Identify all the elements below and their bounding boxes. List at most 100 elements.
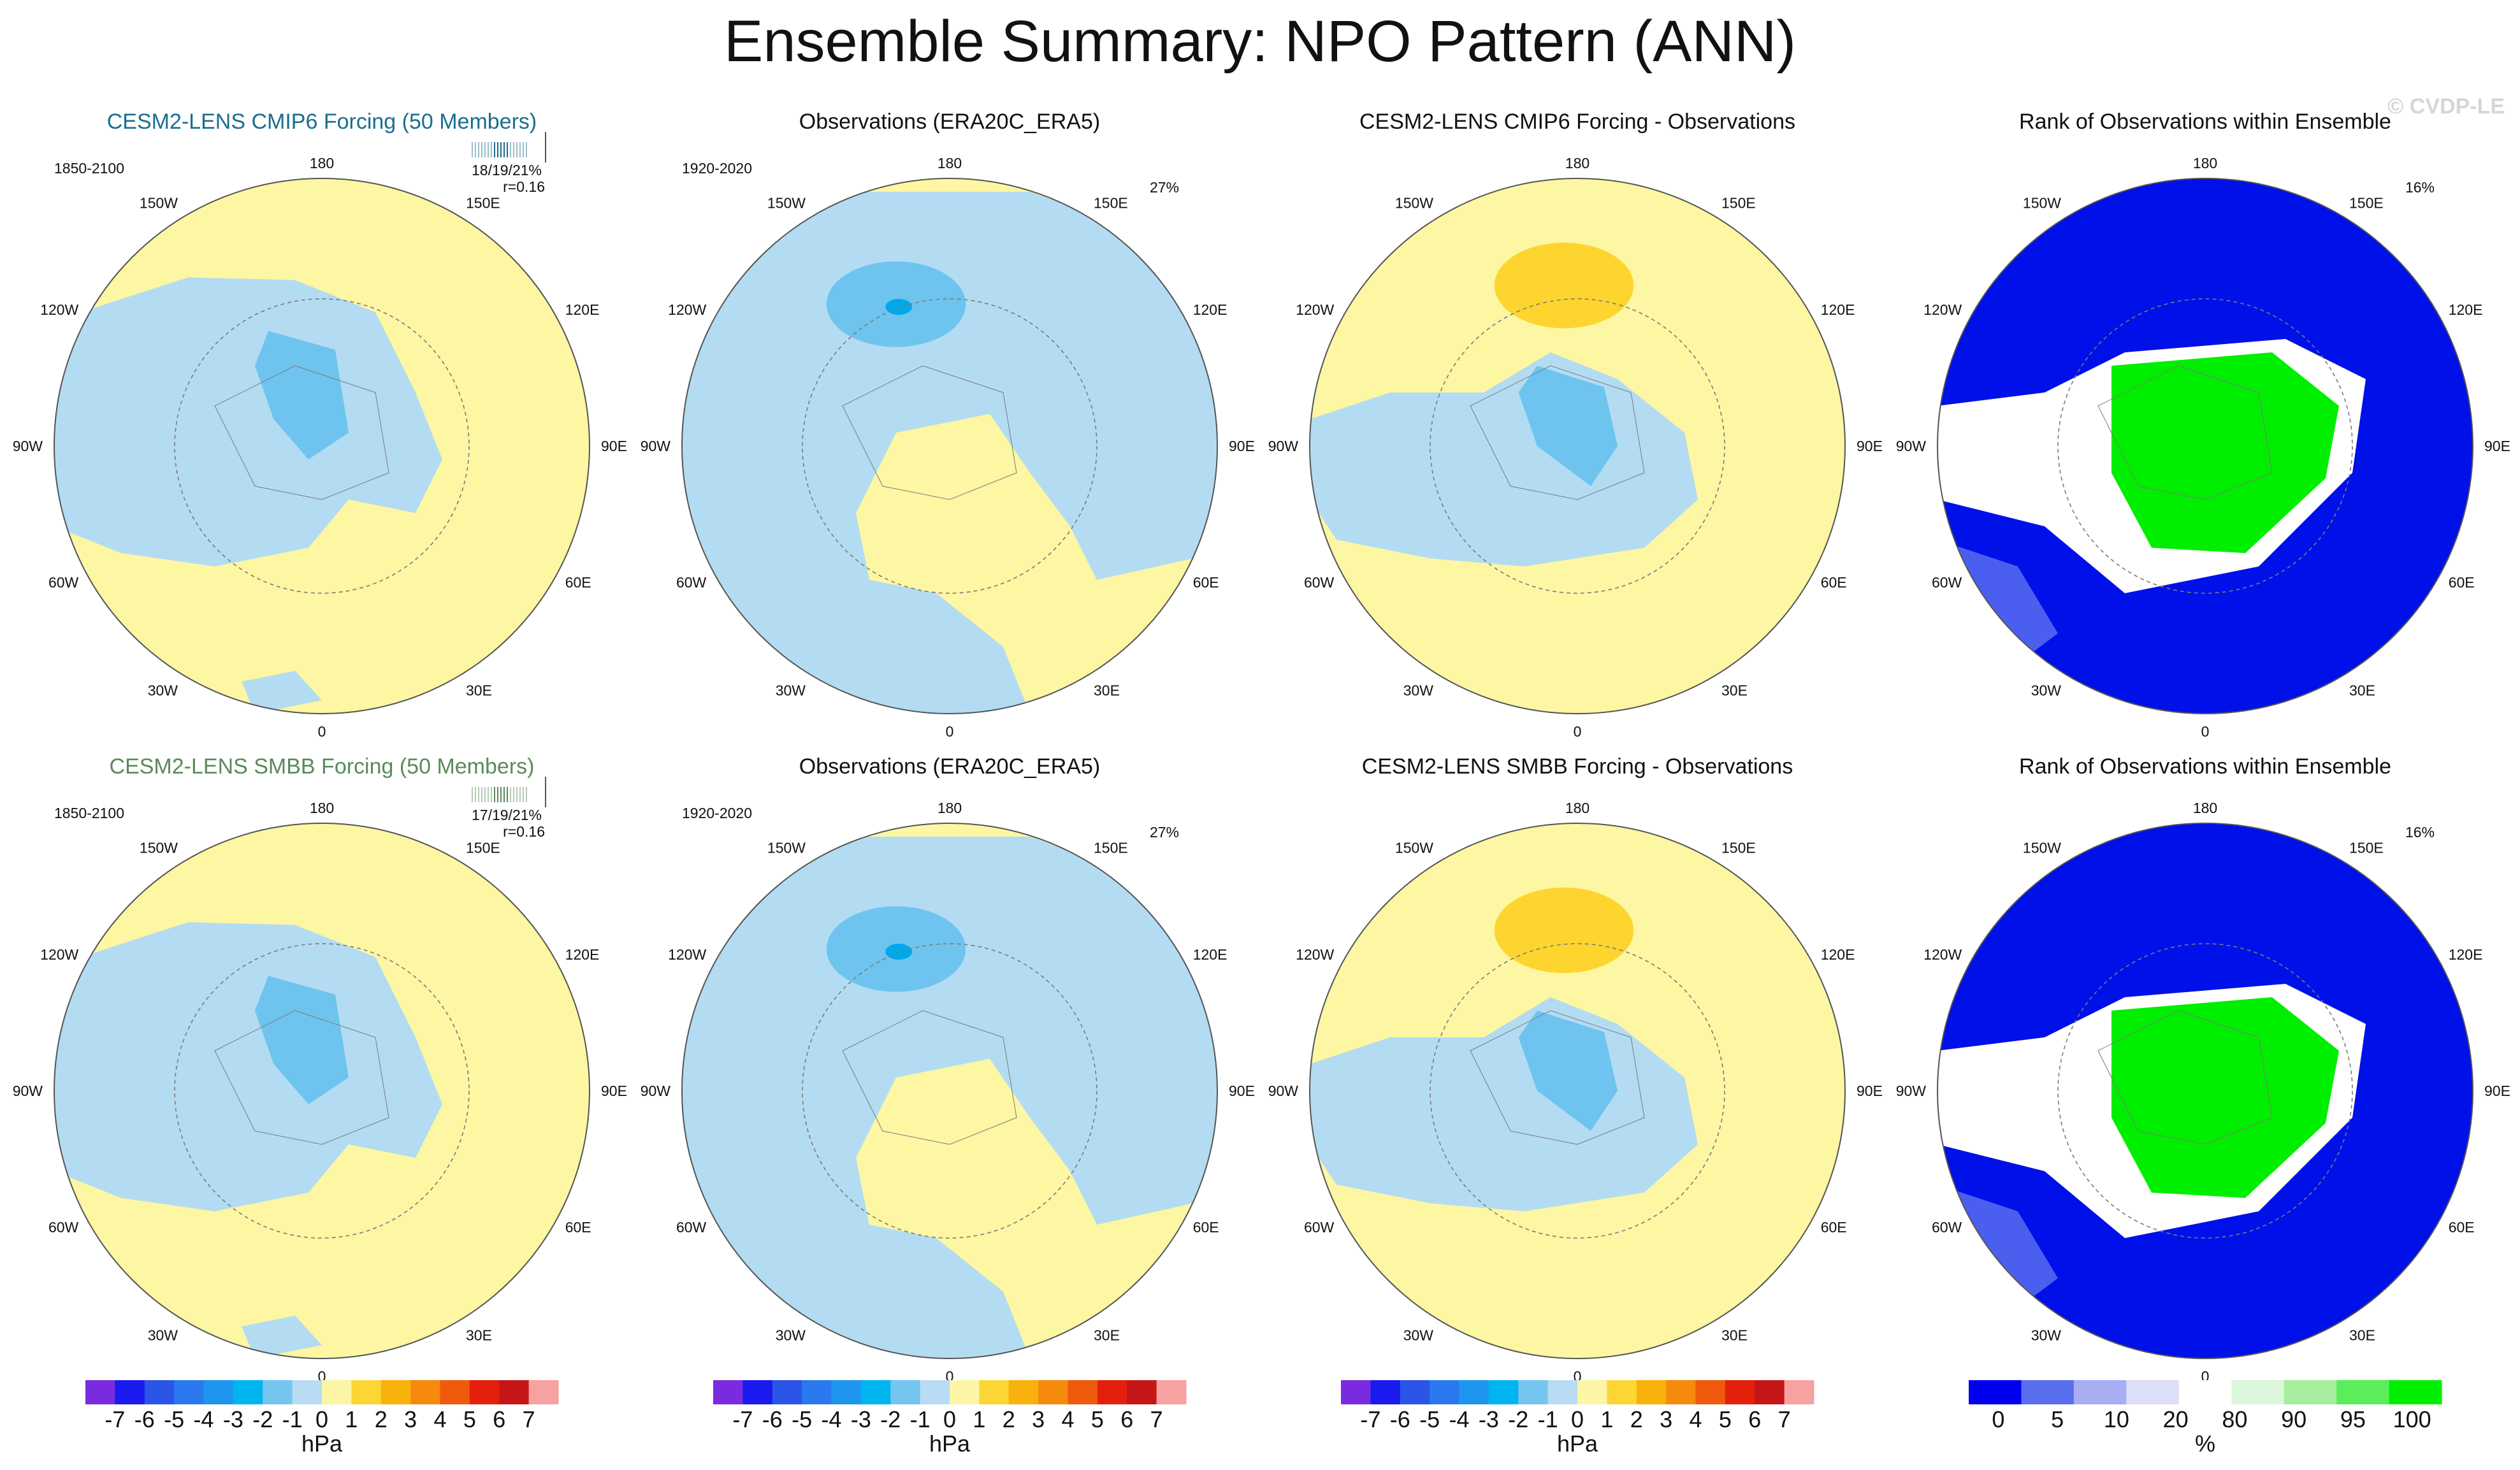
obs-marker <box>545 132 546 162</box>
colorbar-tick-label: 5 <box>1091 1406 1104 1432</box>
member-tick <box>491 787 492 802</box>
map-border <box>54 823 590 1359</box>
negative-anomaly-region <box>54 277 442 566</box>
longitude-label: 120E <box>1821 946 1855 963</box>
longitude-label: 90W <box>13 438 43 454</box>
map-field <box>1310 823 1845 1358</box>
colorbar-tick-label: 1 <box>345 1406 358 1432</box>
longitude-label: 90W <box>13 1083 43 1099</box>
map-border <box>681 823 1218 1359</box>
colorbar-swatch <box>1400 1380 1430 1404</box>
member-tick <box>488 142 489 157</box>
longitude-label: 90E <box>601 438 627 454</box>
longitude-label: 150E <box>1094 194 1128 211</box>
longitude-label: 60W <box>48 1219 79 1236</box>
colorbar-tick-label: -5 <box>1419 1406 1440 1432</box>
colorbar-swatch <box>1488 1380 1519 1404</box>
colorbar-1: -7 -6 -5 -4 -3 -2 -1 0 1 2 3 4 5 6 7 hPa <box>85 1380 559 1457</box>
colorbar-tick-label: -7 <box>105 1406 125 1432</box>
graticule <box>174 943 470 1239</box>
colorbar-swatch <box>2284 1380 2337 1404</box>
member-tick <box>497 787 498 802</box>
colorbar-tick-label: 6 <box>1120 1406 1133 1432</box>
map-field <box>54 823 590 1358</box>
longitude-label: 150E <box>466 839 500 856</box>
coastline <box>2097 1010 2273 1145</box>
longitude-label: 150W <box>1395 194 1433 211</box>
longitude-label: 150W <box>2023 839 2061 856</box>
panel-title: Rank of Observations within Ensemble <box>2019 754 2391 779</box>
colorbar-tick-label: -6 <box>762 1406 783 1432</box>
colorbar-swatch <box>1666 1380 1696 1404</box>
map-border <box>1309 823 1846 1359</box>
strong-negative-anomaly <box>255 976 349 1104</box>
colorbar-tick-label: -3 <box>223 1406 243 1432</box>
longitude-label: 90W <box>641 438 671 454</box>
colorbar-tick-label: 0 <box>1571 1406 1584 1432</box>
colorbar-swatch <box>1341 1380 1371 1404</box>
coastline <box>2097 365 2273 500</box>
member-tick <box>472 787 473 802</box>
colorbar-swatch <box>713 1380 743 1404</box>
period-label: 1850-2100 <box>54 805 124 821</box>
colorbar-tick-label: -1 <box>1538 1406 1558 1432</box>
colorbar-tick-label: 0 <box>943 1406 956 1432</box>
map-field <box>1310 178 1845 714</box>
map-field <box>1937 178 2473 714</box>
colorbar-swatch <box>144 1380 175 1404</box>
member-tick <box>494 142 495 157</box>
longitude-label: 60W <box>1932 1219 1962 1236</box>
longitude-label: 120W <box>40 301 78 318</box>
colorbar-swatch <box>1725 1380 1755 1404</box>
colorbar-tick-label: -5 <box>792 1406 812 1432</box>
map-border <box>1937 823 2473 1359</box>
member-tick <box>491 142 492 157</box>
member-tick <box>484 787 486 802</box>
map-border <box>681 178 1218 714</box>
colorbar-tick-label: 0 <box>1992 1406 2004 1432</box>
member-tick <box>500 787 502 802</box>
pattern-correlation-percent: 16% <box>2405 179 2435 196</box>
colorbar-units: hPa <box>929 1430 971 1457</box>
colorbar-swatch <box>85 1380 115 1404</box>
longitude-label: 180 <box>938 800 962 816</box>
figure-title: Ensemble Summary: NPO Pattern (ANN) <box>724 9 1796 74</box>
colorbar-swatch <box>772 1380 802 1404</box>
longitude-label: 120E <box>565 946 600 963</box>
colorbar-tick-label: 4 <box>1689 1406 1702 1432</box>
longitude-label: 30W <box>776 1327 806 1344</box>
negative-anomaly-region <box>682 192 1217 714</box>
colorbar-tick-label: 6 <box>493 1406 505 1432</box>
rank-high-region <box>2111 997 2339 1198</box>
colorbar-tick-label: 4 <box>433 1406 446 1432</box>
negative-anomaly-core <box>885 299 913 315</box>
longitude-label: 150E <box>2349 194 2384 211</box>
map-panel-rank-1: 180 0 150W 150E 120W 120E 90W 90E 60W 60E 30W 30E Ra… <box>1896 110 2510 740</box>
member-tick <box>510 787 511 802</box>
colorbar-tick-label: 10 <box>2104 1406 2129 1432</box>
longitude-label: 150W <box>140 839 178 856</box>
longitude-label: 60W <box>1932 574 1962 591</box>
negative-anomaly-region <box>682 837 1217 1358</box>
longitude-label: 90W <box>1268 438 1299 454</box>
colorbar-swatch <box>292 1380 322 1404</box>
map-border <box>1937 178 2473 714</box>
graticule <box>1430 943 1725 1239</box>
coastline <box>842 1010 1017 1145</box>
colorbar-tick-label: -2 <box>252 1406 273 1432</box>
map-panel-obs-1: 180 0 150W 150E 120W 120E 90W 90E 60W 60E 30W 30E Ob… <box>641 110 1255 740</box>
longitude-label: 30E <box>466 682 492 699</box>
longitude-label: 30E <box>2349 1327 2375 1344</box>
longitude-label: 30W <box>2031 1327 2062 1344</box>
colorbar-tick-label: -5 <box>164 1406 184 1432</box>
colorbar-swatch <box>1547 1380 1578 1404</box>
colorbar-tick-label: -3 <box>1479 1406 1499 1432</box>
colorbar-swatch <box>1577 1380 1607 1404</box>
longitude-label: 120W <box>40 946 78 963</box>
colorbar-tick-label: 1 <box>973 1406 985 1432</box>
longitude-label: 90E <box>2484 438 2510 454</box>
panels-layer: 180 0 150W 150E 120W 120E 90W 90E 60W 60E 30W 30E CE… <box>13 110 2510 1385</box>
map-border <box>54 178 590 714</box>
longitude-label: 120E <box>1193 946 1227 963</box>
pattern-correlation-percent: 27% <box>1150 179 1179 196</box>
